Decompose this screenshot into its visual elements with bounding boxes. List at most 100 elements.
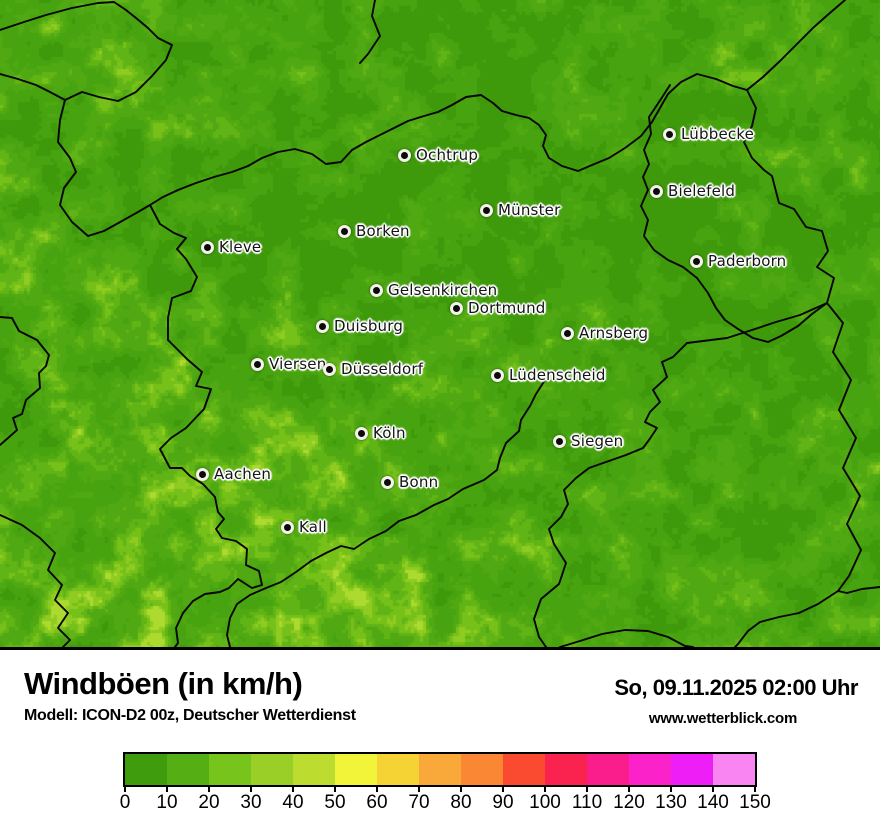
city-dot <box>370 283 383 297</box>
city-marker: Lüdenscheid <box>491 366 606 384</box>
city-dot <box>323 362 336 376</box>
city-marker: Kleve <box>201 238 261 256</box>
city-label: Paderborn <box>708 252 787 270</box>
city-label: Duisburg <box>334 317 404 335</box>
legend-tick-label: 60 <box>366 792 388 813</box>
legend-tick <box>754 786 756 792</box>
city-marker: Düsseldorf <box>323 360 423 378</box>
city-label: Borken <box>356 222 410 240</box>
city-dot <box>355 426 368 440</box>
legend-tick-label: 130 <box>655 792 687 813</box>
city-label: Aachen <box>214 465 272 483</box>
legend-tick-label: 100 <box>529 792 561 813</box>
city-dot <box>398 148 411 162</box>
city-dot <box>663 127 676 141</box>
legend-tick <box>166 786 168 792</box>
legend-tick-label: 30 <box>240 792 262 813</box>
legend-segment <box>293 754 335 785</box>
city-marker: Viersen <box>251 355 326 373</box>
legend-tick-label: 140 <box>697 792 729 813</box>
legend-tick <box>586 786 588 792</box>
city-label: Bonn <box>399 473 439 491</box>
forecast-datetime: So, 09.11.2025 02:00 Uhr <box>614 675 858 700</box>
city-marker: Kall <box>281 518 327 536</box>
legend-segment <box>713 754 755 785</box>
city-marker: Dortmund <box>450 299 546 317</box>
city-marker: Duisburg <box>316 317 403 335</box>
city-label: Münster <box>498 201 561 219</box>
city-label: Köln <box>373 424 406 442</box>
website-credit: www.wetterblick.com <box>648 710 798 727</box>
city-dot <box>316 319 329 333</box>
weather-map: Ochtrup Lübbecke Bielefeld Münster Borken Kle… <box>0 0 880 650</box>
city-marker: Köln <box>355 424 406 442</box>
city-dot <box>561 326 574 340</box>
color-scale-bar <box>123 752 757 787</box>
wind-gust-raster <box>0 0 880 647</box>
legend-segment <box>167 754 209 785</box>
legend-segment <box>125 754 167 785</box>
legend-tick <box>544 786 546 792</box>
legend-segment <box>587 754 629 785</box>
city-dot <box>690 254 703 268</box>
city-label: Ochtrup <box>416 146 479 164</box>
legend-tick <box>208 786 210 792</box>
city-label: Lüdenscheid <box>509 366 606 384</box>
city-dot <box>251 357 264 371</box>
city-label: Lübbecke <box>681 125 755 143</box>
legend-tick-label: 120 <box>613 792 645 813</box>
legend-tick-label: 80 <box>450 792 472 813</box>
city-dot <box>450 301 463 315</box>
city-dot <box>480 203 493 217</box>
city-marker: Ochtrup <box>398 146 478 164</box>
city-dot <box>338 224 351 238</box>
city-label: Arnsberg <box>579 324 649 342</box>
city-dot <box>491 368 504 382</box>
city-label: Dortmund <box>468 299 546 317</box>
legend-segment <box>209 754 251 785</box>
city-marker: Lübbecke <box>663 125 754 143</box>
city-dot <box>553 434 566 448</box>
legend-tick <box>124 786 126 792</box>
city-marker: Münster <box>480 201 560 219</box>
legend-segment <box>545 754 587 785</box>
legend-tick <box>334 786 336 792</box>
legend-segment <box>503 754 545 785</box>
caption-area: Windböen (in km/h) So, 09.11.2025 02:00 … <box>0 650 880 830</box>
legend-segment <box>629 754 671 785</box>
city-marker: Paderborn <box>690 252 786 270</box>
legend-tick <box>376 786 378 792</box>
city-dot <box>650 184 663 198</box>
city-dot <box>196 467 209 481</box>
city-marker: Bonn <box>381 473 438 491</box>
city-label: Siegen <box>571 432 624 450</box>
legend-tick <box>250 786 252 792</box>
city-marker: Borken <box>338 222 410 240</box>
legend-tick <box>292 786 294 792</box>
legend-tick-label: 20 <box>198 792 220 813</box>
legend-tick <box>628 786 630 792</box>
legend-segment <box>671 754 713 785</box>
city-label: Bielefeld <box>668 182 736 200</box>
city-label: Düsseldorf <box>341 360 424 378</box>
color-scale-legend: 0 10 20 30 40 50 60 70 80 90 100 110 120 130 140 150 <box>120 752 771 814</box>
city-dot <box>201 240 214 254</box>
legend-tick-label: 40 <box>282 792 304 813</box>
legend-tick <box>502 786 504 792</box>
city-marker: Aachen <box>196 465 271 483</box>
legend-tick-label: 0 <box>119 792 131 813</box>
city-marker: Bielefeld <box>650 182 735 200</box>
legend-tick <box>460 786 462 792</box>
legend-segment <box>251 754 293 785</box>
model-info: Modell: ICON-D2 00z, Deutscher Wetterdie… <box>24 707 356 724</box>
legend-tick-label: 10 <box>156 792 178 813</box>
legend-segment <box>377 754 419 785</box>
legend-tick-label: 150 <box>739 792 771 813</box>
legend-tick <box>670 786 672 792</box>
legend-segment <box>335 754 377 785</box>
map-title: Windböen (in km/h) <box>24 666 303 701</box>
legend-tick-label: 70 <box>408 792 430 813</box>
city-marker: Arnsberg <box>561 324 648 342</box>
legend-segment <box>419 754 461 785</box>
